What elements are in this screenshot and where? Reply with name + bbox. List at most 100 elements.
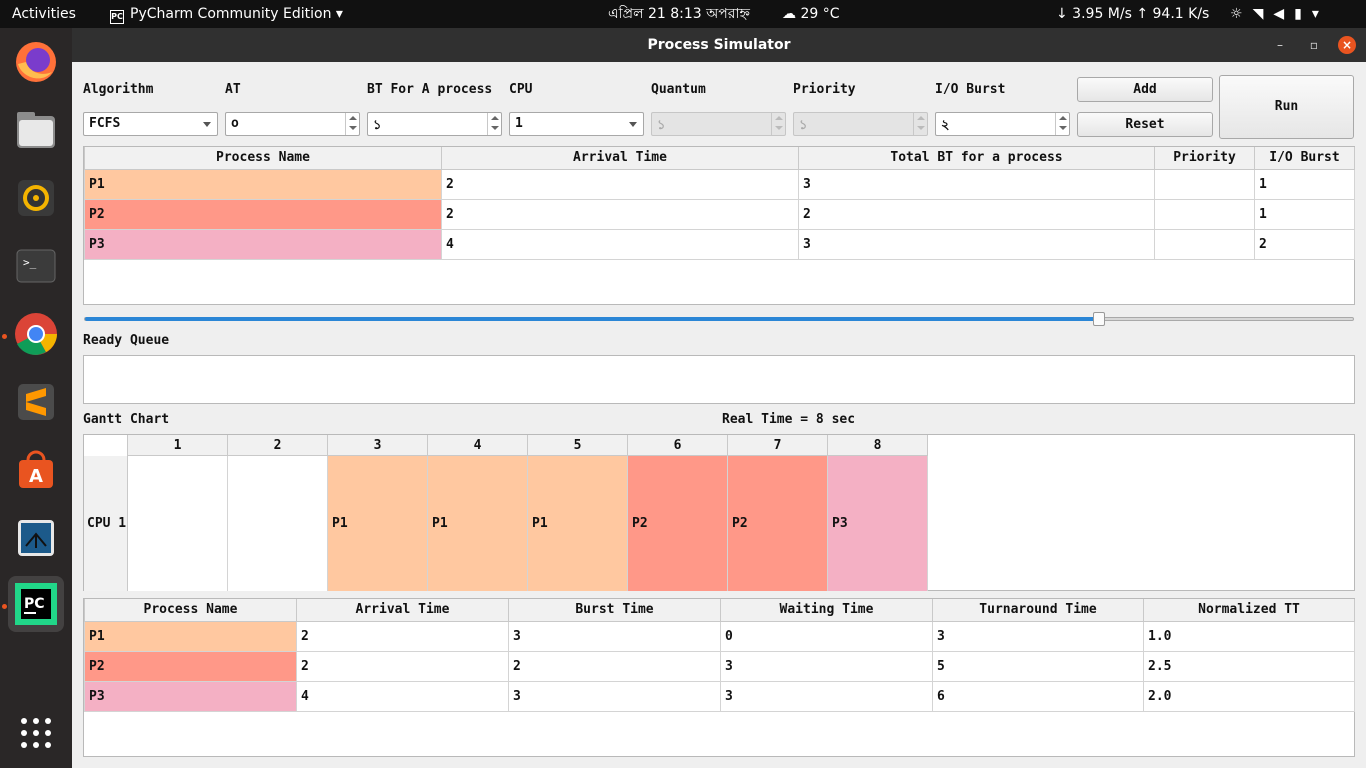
gantt-cell: P2 xyxy=(728,456,828,591)
spin-buttons[interactable] xyxy=(1055,113,1069,135)
column-header[interactable]: Process Name xyxy=(84,147,442,170)
dock: >_ A PC xyxy=(0,28,72,768)
results-table[interactable]: Process Name Arrival Time Burst Time Wai… xyxy=(83,598,1355,757)
burst-cell[interactable]: 2 xyxy=(508,650,721,682)
arrow-down-icon xyxy=(775,126,783,130)
column-header[interactable]: Total BT for a process xyxy=(798,147,1155,170)
gantt-cell-label: P2 xyxy=(632,516,648,531)
reset-button[interactable]: Reset xyxy=(1077,112,1213,137)
io-cell[interactable]: 2 xyxy=(1254,228,1355,260)
files-icon[interactable] xyxy=(8,102,64,158)
process-name-cell[interactable]: P3 xyxy=(84,228,442,260)
waiting-cell[interactable]: 3 xyxy=(720,680,933,712)
gantt-chart-label: Gantt Chart xyxy=(83,412,170,427)
waiting-cell[interactable]: 3 xyxy=(720,650,933,682)
arrival-cell[interactable]: 2 xyxy=(441,168,799,200)
spin-buttons[interactable] xyxy=(345,113,359,135)
io-burst-spinbox[interactable]: ২ xyxy=(935,112,1070,136)
normalized-tt-cell[interactable]: 2.0 xyxy=(1143,680,1355,712)
terminal-icon[interactable]: >_ xyxy=(8,238,64,294)
table-row[interactable]: P1 2 3 0 3 1.0 xyxy=(84,620,1355,652)
column-header[interactable]: Waiting Time xyxy=(720,599,933,622)
run-button[interactable]: Run xyxy=(1219,75,1354,139)
process-name-cell[interactable]: P3 xyxy=(84,680,297,712)
io-cell[interactable]: 1 xyxy=(1254,168,1355,200)
priority-cell[interactable] xyxy=(1154,198,1255,230)
arrival-cell[interactable]: 2 xyxy=(296,620,509,652)
minimize-button[interactable]: – xyxy=(1277,38,1283,52)
system-tray[interactable]: ☼◥◀▮▾ xyxy=(1230,0,1329,28)
firefox-icon[interactable] xyxy=(8,34,64,90)
process-name-cell[interactable]: P1 xyxy=(84,620,297,652)
io-cell[interactable]: 1 xyxy=(1254,198,1355,230)
table-row[interactable]: P2 2 2 3 5 2.5 xyxy=(84,650,1355,682)
priority-cell[interactable] xyxy=(1154,168,1255,200)
cpu-select[interactable]: 1 xyxy=(509,112,644,136)
table-row[interactable]: P1 2 3 1 xyxy=(84,168,1355,200)
column-header[interactable]: Process Name xyxy=(84,599,297,622)
column-header[interactable]: Priority xyxy=(1154,147,1255,170)
wifi-icon: ◥ xyxy=(1252,6,1274,22)
app-menu[interactable]: PC PyCharm Community Edition ▾ xyxy=(110,0,343,28)
process-name-cell[interactable]: P1 xyxy=(84,168,442,200)
at-spinbox[interactable]: o xyxy=(225,112,360,136)
slider-handle[interactable] xyxy=(1093,312,1105,326)
turnaround-cell[interactable]: 3 xyxy=(932,620,1144,652)
sublime-text-icon[interactable] xyxy=(8,374,64,430)
pycharm-small-icon: PC xyxy=(110,10,124,24)
normalized-tt-cell[interactable]: 1.0 xyxy=(1143,620,1355,652)
process-table[interactable]: Process Name Arrival Time Total BT for a… xyxy=(83,146,1355,305)
title-bar[interactable]: Process Simulator – ▫ × xyxy=(72,28,1366,62)
time-slider[interactable] xyxy=(84,312,1354,326)
bt-cell[interactable]: 3 xyxy=(798,228,1155,260)
bt-label: BT For A process xyxy=(367,82,493,97)
software-center-icon[interactable]: A xyxy=(8,442,64,498)
turnaround-cell[interactable]: 6 xyxy=(932,680,1144,712)
gantt-header: 1 2 3 4 5 6 7 8 xyxy=(84,435,1354,456)
add-button[interactable]: Add xyxy=(1077,77,1213,102)
normalized-tt-cell[interactable]: 2.5 xyxy=(1143,650,1355,682)
arrival-cell[interactable]: 2 xyxy=(296,650,509,682)
maximize-button[interactable]: ▫ xyxy=(1309,38,1319,52)
column-header[interactable]: Turnaround Time xyxy=(932,599,1144,622)
gantt-cell xyxy=(128,456,228,591)
priority-cell[interactable] xyxy=(1154,228,1255,260)
arrival-cell[interactable]: 4 xyxy=(296,680,509,712)
svg-text:A: A xyxy=(29,466,43,487)
chevron-down-icon xyxy=(629,122,637,127)
table-row[interactable]: P3 4 3 2 xyxy=(84,228,1355,260)
activities-button[interactable]: Activities xyxy=(12,6,76,22)
pycharm-icon[interactable]: PC xyxy=(8,576,64,632)
chrome-icon[interactable] xyxy=(8,306,64,362)
gantt-cell xyxy=(228,456,328,591)
app-grid-icon[interactable] xyxy=(8,705,64,761)
vim-icon[interactable] xyxy=(8,510,64,566)
gantt-cell-label: P1 xyxy=(332,516,348,531)
arrival-cell[interactable]: 4 xyxy=(441,228,799,260)
column-header[interactable]: I/O Burst xyxy=(1254,147,1355,170)
burst-cell[interactable]: 3 xyxy=(508,620,721,652)
rhythmbox-icon[interactable] xyxy=(8,170,64,226)
gantt-column-header: 7 xyxy=(728,435,828,456)
weather[interactable]: ☁ 29 °C xyxy=(782,0,840,28)
spin-buttons[interactable] xyxy=(487,113,501,135)
arrow-up-icon xyxy=(491,116,499,120)
process-name-cell[interactable]: P2 xyxy=(84,650,297,682)
column-header[interactable]: Arrival Time xyxy=(296,599,509,622)
bt-cell[interactable]: 2 xyxy=(798,198,1155,230)
waiting-cell[interactable]: 0 xyxy=(720,620,933,652)
column-header[interactable]: Arrival Time xyxy=(441,147,799,170)
clock[interactable]: এপ্রিল 21 8:13 অপরাহ্ন xyxy=(608,6,750,22)
bt-cell[interactable]: 3 xyxy=(798,168,1155,200)
burst-cell[interactable]: 3 xyxy=(508,680,721,712)
table-row[interactable]: P3 4 3 3 6 2.0 xyxy=(84,680,1355,712)
column-header[interactable]: Normalized TT xyxy=(1143,599,1355,622)
algorithm-select[interactable]: FCFS xyxy=(83,112,218,136)
column-header[interactable]: Burst Time xyxy=(508,599,721,622)
process-name-cell[interactable]: P2 xyxy=(84,198,442,230)
turnaround-cell[interactable]: 5 xyxy=(932,650,1144,682)
bt-spinbox[interactable]: ১ xyxy=(367,112,502,136)
arrival-cell[interactable]: 2 xyxy=(441,198,799,230)
close-button[interactable]: × xyxy=(1338,36,1356,54)
table-row[interactable]: P2 2 2 1 xyxy=(84,198,1355,230)
